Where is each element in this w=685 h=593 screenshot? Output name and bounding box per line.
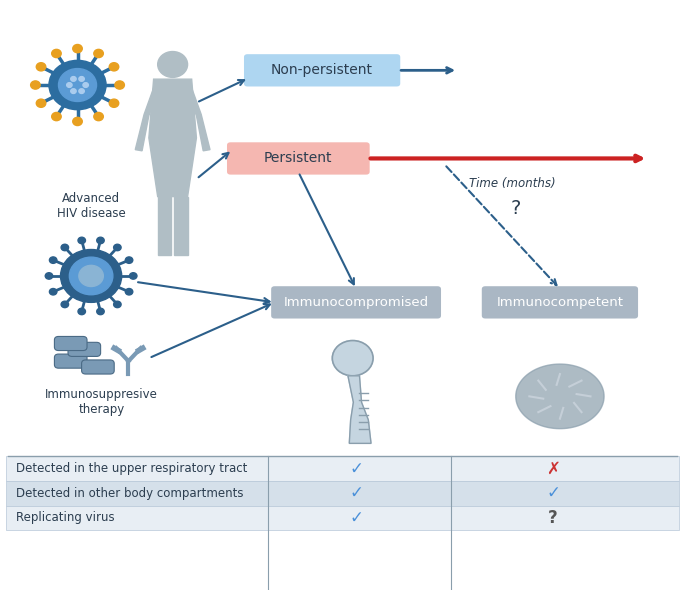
- FancyBboxPatch shape: [54, 336, 87, 350]
- Text: ?: ?: [510, 199, 521, 218]
- Circle shape: [129, 273, 137, 279]
- Circle shape: [332, 340, 373, 376]
- FancyBboxPatch shape: [227, 142, 370, 174]
- Text: ✓: ✓: [349, 484, 363, 502]
- Circle shape: [51, 113, 61, 120]
- Circle shape: [73, 117, 82, 126]
- Text: Advanced
HIV disease: Advanced HIV disease: [57, 192, 125, 220]
- Text: Time (months): Time (months): [469, 177, 556, 190]
- Circle shape: [60, 250, 122, 302]
- Circle shape: [79, 89, 84, 94]
- Circle shape: [61, 244, 68, 251]
- Circle shape: [125, 257, 133, 263]
- Circle shape: [79, 265, 103, 286]
- Circle shape: [71, 76, 76, 81]
- Circle shape: [114, 301, 121, 308]
- Circle shape: [49, 289, 57, 295]
- Circle shape: [36, 63, 46, 71]
- Circle shape: [71, 89, 76, 94]
- Polygon shape: [158, 197, 171, 256]
- Text: Detected in other body compartments: Detected in other body compartments: [16, 487, 244, 500]
- Text: Persistent: Persistent: [264, 151, 333, 165]
- Bar: [6, 506, 679, 530]
- Circle shape: [78, 308, 86, 315]
- Polygon shape: [174, 197, 188, 256]
- Circle shape: [36, 99, 46, 107]
- Text: ✓: ✓: [546, 484, 560, 502]
- Circle shape: [31, 81, 40, 89]
- Circle shape: [78, 237, 86, 244]
- FancyBboxPatch shape: [271, 286, 441, 318]
- Text: Immunocompromised: Immunocompromised: [284, 296, 429, 309]
- Text: ✓: ✓: [349, 460, 363, 477]
- Circle shape: [115, 81, 125, 89]
- Circle shape: [73, 44, 82, 53]
- Circle shape: [109, 63, 119, 71]
- Bar: [6, 456, 679, 481]
- Circle shape: [45, 273, 53, 279]
- Circle shape: [49, 60, 106, 110]
- Polygon shape: [186, 88, 210, 151]
- Circle shape: [79, 76, 84, 81]
- Circle shape: [61, 301, 68, 308]
- Bar: [6, 481, 679, 506]
- Circle shape: [51, 49, 61, 58]
- Circle shape: [58, 69, 97, 101]
- Text: Non-persistent: Non-persistent: [271, 63, 373, 77]
- Circle shape: [125, 289, 133, 295]
- Circle shape: [97, 308, 104, 315]
- FancyBboxPatch shape: [68, 342, 101, 356]
- FancyBboxPatch shape: [482, 286, 638, 318]
- Circle shape: [83, 82, 88, 87]
- Circle shape: [49, 257, 57, 263]
- Polygon shape: [516, 364, 604, 429]
- FancyBboxPatch shape: [82, 360, 114, 374]
- Circle shape: [94, 49, 103, 58]
- Circle shape: [114, 244, 121, 251]
- Text: Immunosuppresive
therapy: Immunosuppresive therapy: [45, 388, 158, 416]
- Text: ?: ?: [548, 509, 558, 527]
- FancyBboxPatch shape: [244, 54, 400, 87]
- Circle shape: [94, 113, 103, 120]
- FancyBboxPatch shape: [54, 354, 87, 368]
- Text: Replicating virus: Replicating virus: [16, 512, 115, 524]
- Circle shape: [66, 82, 72, 87]
- Polygon shape: [348, 376, 371, 444]
- Circle shape: [109, 99, 119, 107]
- Polygon shape: [135, 88, 159, 151]
- Text: Detected in the upper respiratory tract: Detected in the upper respiratory tract: [16, 462, 248, 475]
- Polygon shape: [149, 79, 197, 197]
- Circle shape: [97, 237, 104, 244]
- Text: ✗: ✗: [546, 460, 560, 477]
- Text: Immunocompetent: Immunocompetent: [497, 296, 623, 309]
- Circle shape: [69, 257, 113, 295]
- Circle shape: [158, 52, 188, 77]
- Text: ✓: ✓: [349, 509, 363, 527]
